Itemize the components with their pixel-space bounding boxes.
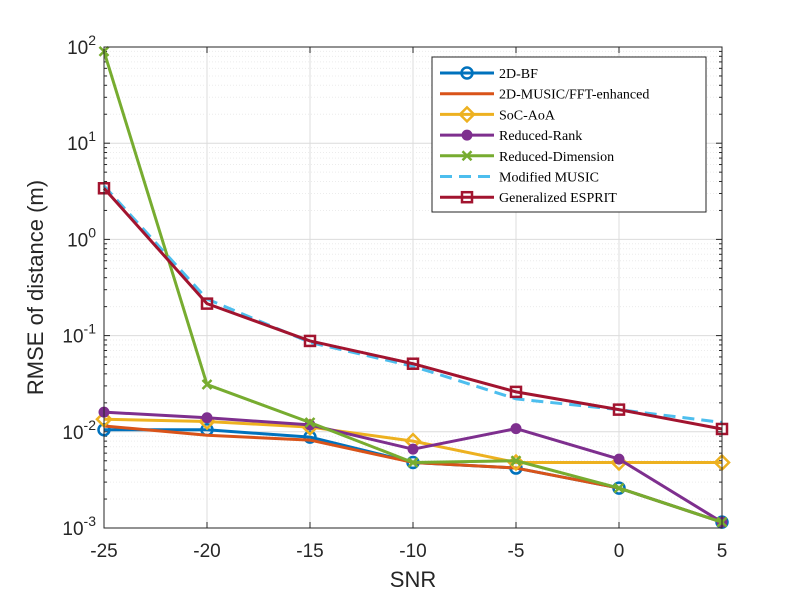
legend-entry: 2D-MUSIC/FFT-enhanced: [440, 88, 649, 103]
legend-entry: SoC-AoA: [440, 105, 556, 124]
legend-label: 2D-MUSIC/FFT-enhanced: [499, 88, 649, 103]
data-point-marker: [201, 412, 213, 424]
data-point-marker: [613, 482, 625, 494]
data-point-marker: [510, 455, 522, 467]
axes-box: [103, 46, 723, 529]
data-point-marker: [407, 443, 419, 455]
y-tick-label: 102: [67, 32, 96, 59]
x-tick-label: -5: [508, 541, 525, 562]
legend-marker: [461, 129, 473, 141]
legend-marker: [461, 150, 473, 162]
data-point-marker: [613, 453, 625, 465]
data-point-marker: [612, 403, 626, 416]
x-tick-label: -15: [296, 541, 323, 562]
data-point-marker: [407, 457, 419, 468]
y-tick-label: 100: [67, 224, 96, 251]
legend-label: Reduced-Rank: [499, 129, 582, 144]
legend-entry: Reduced-Rank: [440, 129, 582, 144]
legend-entry: Generalized ESPRIT: [440, 190, 617, 206]
y-tick-label: 10-1: [62, 321, 96, 348]
data-point-marker: [303, 430, 317, 444]
y-tick-label: 101: [67, 128, 96, 155]
y-tick-label: 10-2: [62, 417, 96, 444]
legend-entry: Modified MUSIC: [440, 171, 599, 186]
legend-label: Modified MUSIC: [499, 171, 599, 186]
data-point-marker: [201, 379, 213, 390]
y-axis-label: RMSE of distance (m): [23, 180, 48, 395]
data-point-marker: [406, 357, 420, 370]
legend-entry: Reduced-Dimension: [440, 150, 614, 165]
legend-label: Reduced-Dimension: [499, 150, 614, 165]
data-point-marker: [304, 417, 316, 428]
x-tick-label: 5: [717, 541, 728, 562]
legend-marker: [460, 66, 474, 80]
x-tick-label: -25: [90, 541, 117, 562]
data-point-marker: [509, 385, 523, 399]
legend-entry: 2D-BF: [440, 66, 538, 82]
legend-marker: [460, 190, 474, 204]
data-point-marker: [510, 423, 522, 435]
tick-labels: -25 -20 -15 -10 -5 0 5 10-3 10-2 10-1 100 101 102: [62, 32, 727, 562]
data-point-marker: [200, 297, 214, 310]
series-line: [102, 187, 723, 431]
y-tick-label: 10-3: [62, 513, 96, 540]
legend-label: SoC-AoA: [499, 108, 556, 123]
x-axis-label: SNR: [390, 567, 436, 592]
legend-label: 2D-BF: [499, 67, 538, 82]
x-tick-label: 0: [614, 541, 625, 562]
x-tick-label: -20: [193, 541, 220, 562]
legend: 2D-BF 2D-MUSIC/FFT-enhanced SoC-AoA Reduced…: [431, 56, 707, 213]
plot-area: [95, 46, 731, 529]
legend-marker: [458, 105, 476, 124]
x-tick-label: -10: [399, 541, 426, 562]
legend-label: Generalized ESPRIT: [499, 191, 617, 206]
data-point-marker: [303, 334, 317, 348]
